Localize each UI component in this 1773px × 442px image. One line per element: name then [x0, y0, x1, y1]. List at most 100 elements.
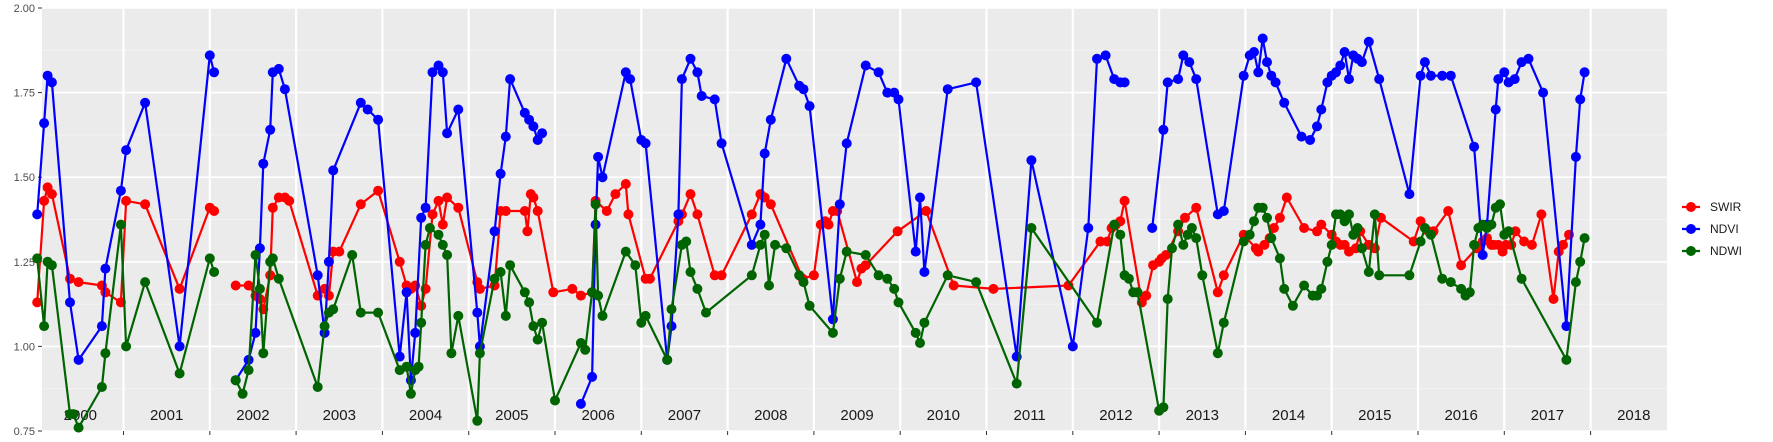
- data-point-ndvi: [1469, 141, 1480, 152]
- data-point-ndvi: [1173, 74, 1184, 85]
- data-point-ndwi: [770, 239, 781, 250]
- year-label: 2007: [668, 407, 701, 424]
- data-point-ndwi: [413, 361, 424, 372]
- data-point-ndvi: [1490, 104, 1501, 115]
- data-point-ndvi: [1312, 121, 1322, 132]
- data-point-ndwi: [1486, 219, 1497, 230]
- data-point-ndvi: [416, 212, 427, 223]
- data-point-ndwi: [373, 307, 384, 318]
- data-point-ndvi: [394, 351, 405, 362]
- year-label: 2008: [754, 407, 787, 424]
- data-point-ndwi: [1197, 270, 1208, 281]
- y-tick-label: 1.75: [14, 88, 35, 100]
- data-point-swir: [121, 195, 132, 206]
- data-point-ndwi: [1238, 236, 1249, 247]
- data-point-swir: [692, 209, 703, 220]
- data-point-ndvi: [827, 314, 838, 325]
- data-point-ndwi: [1344, 209, 1354, 220]
- year-label: 2012: [1099, 407, 1132, 424]
- data-point-ndvi: [537, 128, 548, 139]
- data-point-ndvi: [893, 94, 904, 105]
- data-point-ndwi: [532, 334, 543, 345]
- data-point-ndvi: [362, 104, 373, 115]
- data-point-ndvi: [1162, 77, 1173, 88]
- data-point-swir: [892, 226, 903, 237]
- data-point-swir: [1141, 290, 1152, 301]
- y-axis: 0.75 1.00 1.25 1.50 1.75 2.00: [14, 3, 42, 438]
- data-point-swir: [1095, 236, 1106, 247]
- data-point-ndvi: [121, 145, 132, 156]
- year-label: 2002: [236, 407, 269, 424]
- data-point-ndwi: [1369, 209, 1380, 220]
- data-point-ndvi: [1253, 67, 1264, 78]
- data-point-ndwi: [1425, 229, 1436, 240]
- data-point-ndvi: [1404, 189, 1415, 200]
- data-point-swir: [575, 290, 586, 301]
- data-point-ndwi: [755, 239, 766, 250]
- data-point-ndwi: [537, 317, 548, 328]
- data-point-ndvi: [834, 199, 845, 210]
- data-point-ndwi: [355, 307, 366, 318]
- data-point-ndvi: [781, 53, 792, 64]
- data-point-ndwi: [495, 267, 506, 277]
- data-point-swir: [1558, 239, 1568, 250]
- data-point-ndwi: [1109, 219, 1120, 230]
- data-point-ndwi: [781, 243, 792, 254]
- data-point-ndvi: [495, 168, 506, 179]
- data-point-ndwi: [1495, 199, 1505, 210]
- data-point-ndvi: [1270, 77, 1281, 88]
- y-tick-label: 1.00: [14, 341, 35, 353]
- legend-label: SWIR: [1710, 200, 1742, 214]
- data-point-ndwi: [550, 395, 560, 406]
- data-point-ndwi: [424, 223, 435, 233]
- data-point-ndvi: [1316, 104, 1327, 115]
- data-point-swir: [284, 195, 295, 206]
- grid-lines: [42, 7, 1667, 432]
- data-point-ndvi: [73, 354, 84, 365]
- data-point-ndwi: [472, 415, 483, 426]
- data-point-ndwi: [971, 277, 982, 288]
- data-point-ndwi: [528, 321, 539, 332]
- data-point-ndwi: [1244, 229, 1255, 240]
- data-point-ndwi: [405, 388, 416, 399]
- data-point-ndwi: [666, 304, 677, 315]
- data-point-swir: [548, 287, 559, 298]
- data-point-ndvi: [1499, 67, 1510, 78]
- data-point-ndvi: [910, 246, 921, 257]
- data-point-ndvi: [140, 97, 151, 108]
- data-point-swir: [73, 277, 84, 288]
- data-point-ndwi: [1404, 270, 1415, 281]
- data-point-swir: [716, 270, 727, 281]
- data-point-ndvi: [1119, 77, 1130, 88]
- data-point-ndwi: [230, 375, 241, 386]
- data-point-swir: [267, 202, 278, 213]
- data-point-ndvi: [500, 131, 511, 142]
- data-point-ndvi: [1100, 50, 1111, 61]
- data-point-ndwi: [1322, 256, 1333, 267]
- data-point-ndvi: [882, 87, 893, 98]
- data-point-ndwi: [841, 246, 852, 257]
- data-point-ndvi: [96, 321, 107, 332]
- data-point-ndvi: [1178, 50, 1189, 61]
- data-point-ndwi: [267, 253, 278, 264]
- data-point-ndvi: [1579, 67, 1590, 78]
- data-point-swir: [620, 179, 631, 189]
- data-point-ndvi: [410, 327, 421, 338]
- data-point-swir: [140, 199, 151, 210]
- data-point-ndwi: [1262, 212, 1272, 223]
- data-point-ndwi: [140, 277, 151, 288]
- data-point-ndwi: [1158, 402, 1169, 413]
- data-point-ndwi: [273, 273, 284, 284]
- data-point-ndwi: [1326, 239, 1337, 250]
- data-point-swir: [860, 260, 871, 271]
- data-point-ndwi: [401, 361, 412, 372]
- data-point-ndvi: [1083, 223, 1094, 233]
- data-point-ndvi: [1570, 151, 1581, 162]
- data-point-ndvi: [587, 371, 598, 382]
- data-point-ndwi: [798, 277, 809, 288]
- data-point-swir: [373, 185, 384, 196]
- data-point-ndwi: [1570, 277, 1581, 288]
- data-point-ndwi: [1352, 223, 1363, 233]
- data-point-swir: [65, 273, 75, 284]
- data-point-ndwi: [1132, 287, 1143, 298]
